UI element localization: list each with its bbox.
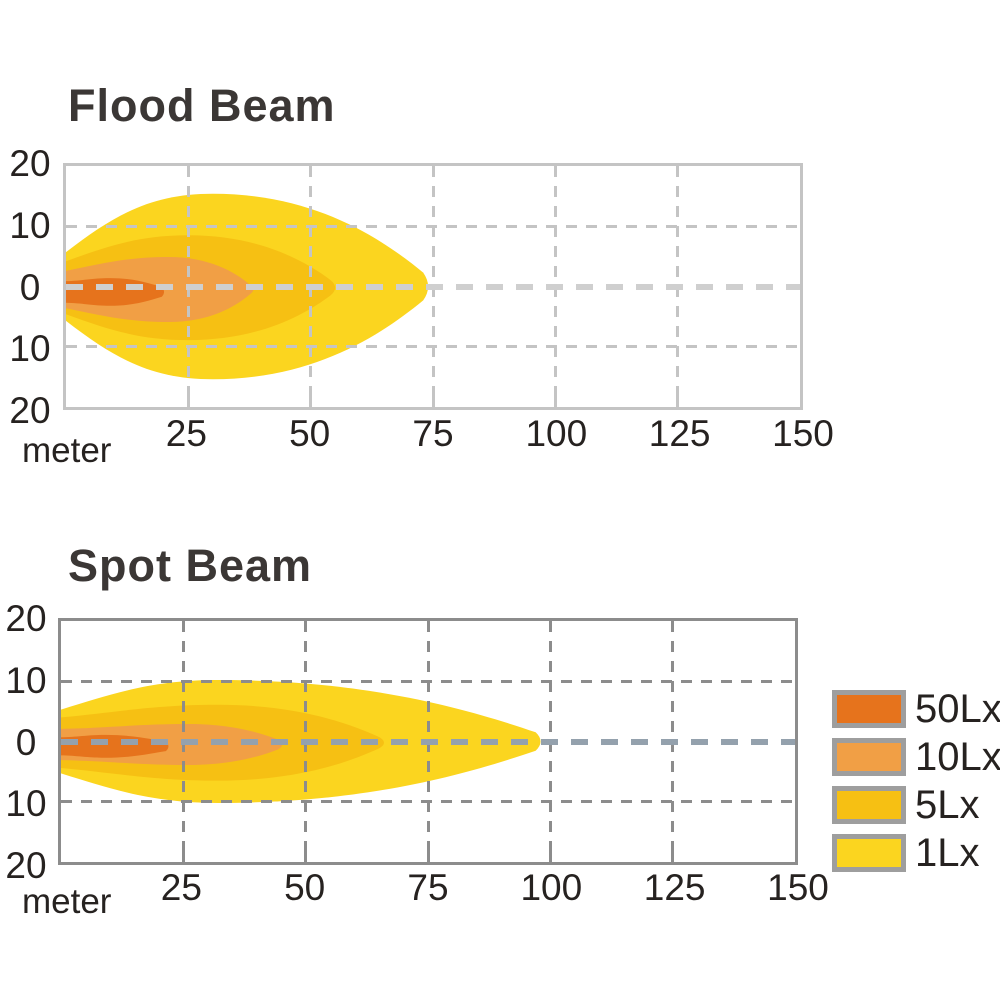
spot-x-tick-label: 125 (643, 867, 706, 908)
flood-axis-tick (186, 396, 190, 407)
legend-label-50lx: 50Lx (915, 687, 1000, 731)
legend-item-10lx: 10Lx (832, 735, 1000, 779)
legend-label-1lx: 1Lx (915, 831, 980, 875)
spot-grid-horizontal-10m (61, 800, 795, 804)
spot-y-tick-label: 10 (5, 659, 47, 701)
legend-item-5lx: 5Lx (832, 783, 1000, 827)
flood-grid-centerline-0m (66, 283, 800, 290)
beam-intensity-legend: 50Lx 10Lx 5Lx 1Lx (832, 687, 1000, 875)
flood-y-tick-label: 10 (9, 204, 51, 246)
spot-y-tick-label: 0 (15, 721, 37, 763)
spot-x-tick-label: 25 (160, 867, 202, 908)
spot-axis-tick (304, 851, 308, 862)
legend-item-50lx: 50Lx (832, 687, 1000, 731)
spot-grid-centerline-0m (61, 738, 795, 745)
flood-beam-title: Flood Beam (68, 80, 336, 131)
legend-swatch-1lx (832, 834, 906, 872)
spot-axis-tick (671, 851, 675, 862)
flood-y-tick-label: 20 (9, 390, 51, 431)
flood-grid-horizontal-10m (66, 345, 800, 349)
flood-axis-tick (676, 396, 680, 407)
spot-beam-title: Spot Beam (68, 540, 313, 591)
spot-x-axis-unit-label: meter (22, 882, 112, 921)
flood-y-tick-label: 10 (9, 328, 51, 370)
flood-x-tick-label: 150 (772, 413, 834, 454)
spot-y-tick-label: 20 (5, 845, 47, 886)
spot-axis-tick (181, 851, 185, 862)
flood-axis-tick (553, 396, 557, 407)
flood-axis-tick (309, 396, 313, 407)
flood-x-tick-label: 100 (525, 413, 588, 454)
flood-y-tick-label: 20 (9, 143, 51, 184)
legend-swatch-10lx (832, 738, 906, 776)
legend-item-1lx: 1Lx (832, 831, 1000, 875)
flood-grid-horizontal-10m (66, 224, 800, 228)
spot-x-tick-label: 100 (520, 867, 583, 908)
spot-y-tick-label: 20 (5, 598, 47, 639)
spot-y-tick-label: 10 (5, 783, 47, 825)
flood-x-tick-label: 125 (648, 413, 711, 454)
flood-x-axis-unit-label: meter (22, 431, 112, 470)
spot-x-tick-label: 50 (284, 867, 326, 908)
spot-beam-plot-area (58, 618, 798, 865)
flood-x-tick-label: 50 (289, 413, 331, 454)
legend-swatch-5lx (832, 786, 906, 824)
legend-label-10lx: 10Lx (915, 735, 1000, 779)
flood-y-tick-label: 0 (19, 266, 41, 308)
flood-x-tick-label: 75 (412, 413, 454, 454)
legend-swatch-50lx (832, 690, 906, 728)
spot-axis-tick (426, 851, 430, 862)
flood-x-tick-label: 25 (165, 413, 207, 454)
flood-axis-tick (431, 396, 435, 407)
flood-beam-plot-area (63, 163, 803, 410)
spot-grid-horizontal-10m (61, 679, 795, 683)
legend-label-5lx: 5Lx (915, 783, 980, 827)
spot-x-tick-label: 75 (407, 867, 449, 908)
spot-axis-tick (548, 851, 552, 862)
spot-x-tick-label: 150 (767, 867, 829, 908)
